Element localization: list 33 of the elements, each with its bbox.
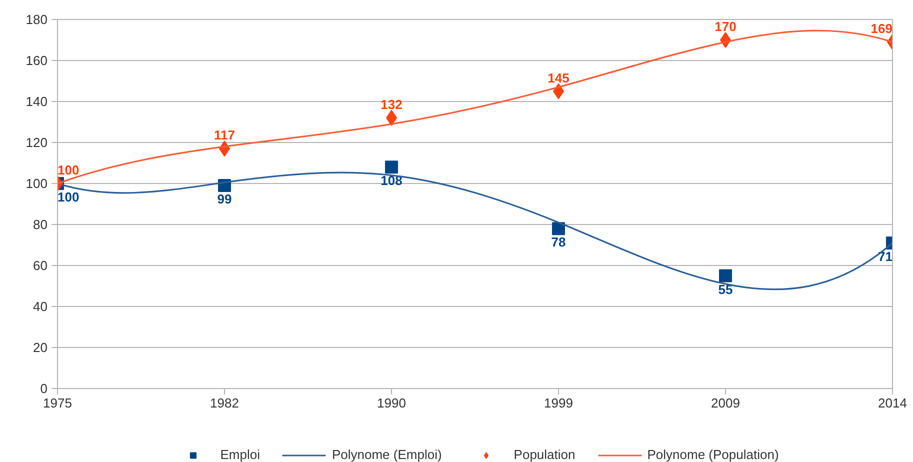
legend-label: Emploi <box>220 447 260 462</box>
data-label: 78 <box>551 234 566 250</box>
x-tick-label: 2014 <box>878 396 907 410</box>
point <box>385 160 398 174</box>
point <box>552 222 565 236</box>
data-label: 100 <box>58 162 80 178</box>
data-label: 145 <box>548 70 570 86</box>
y-tick-label: 60 <box>33 258 48 273</box>
data-label: 117 <box>214 128 235 143</box>
y-tick-label: 160 <box>26 53 48 68</box>
y-tick-label: 140 <box>26 94 48 109</box>
legend-label: Population <box>514 447 576 462</box>
y-tick-label: 20 <box>33 340 48 355</box>
data-label: 169 <box>870 21 893 36</box>
x-tick-label: 1975 <box>43 396 72 410</box>
y-tick-label: 120 <box>26 135 48 150</box>
data-label: 132 <box>380 96 402 112</box>
y-tick-label: 180 <box>26 12 48 27</box>
x-tick-label: 1982 <box>210 396 239 410</box>
x-tick-label: 2009 <box>711 396 740 410</box>
legend-label: Polynome (Emploi) <box>332 447 442 462</box>
x-tick-label: 1999 <box>544 396 573 410</box>
data-label: 55 <box>718 282 733 297</box>
y-tick-label: 100 <box>26 176 48 191</box>
y-tick-label: 80 <box>33 217 48 232</box>
y-tick-label: 0 <box>40 381 48 396</box>
data-label: 170 <box>714 19 736 34</box>
x-tick-label: 1990 <box>377 396 406 410</box>
data-label: 100 <box>58 190 80 204</box>
data-label: 99 <box>217 192 232 207</box>
data-label: 108 <box>380 173 402 188</box>
y-tick-label: 40 <box>33 299 48 314</box>
legend-label: Polynome (Population) <box>647 447 779 462</box>
